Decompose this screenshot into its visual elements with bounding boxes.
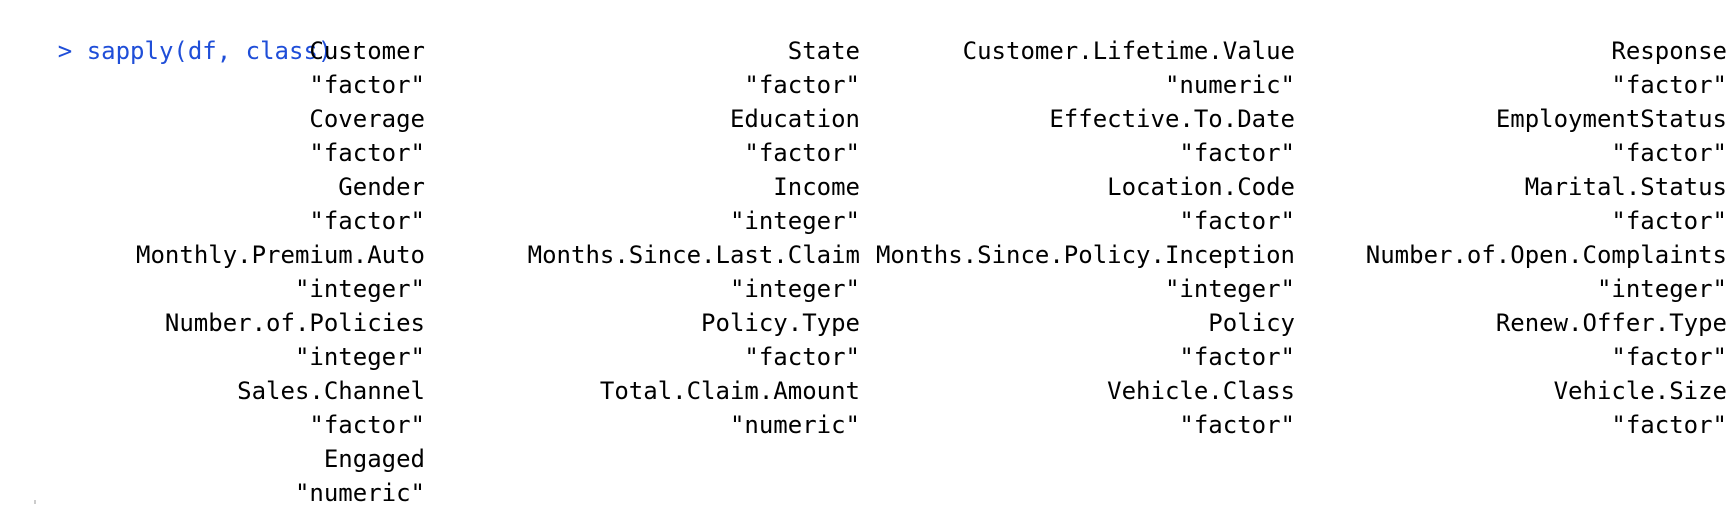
column-name: Vehicle.Class: [1107, 377, 1295, 405]
output-names-line: Customer State Customer.Lifetime.Value Resp…: [0, 34, 1736, 68]
output-types-line: "factor" "factor" "numeric" "factor": [0, 68, 1736, 102]
column-class: "integer": [729, 275, 860, 303]
output-names-line: Number.of.Policies Policy.Type Policy Renew…: [0, 306, 1736, 340]
column-class: "factor": [744, 71, 860, 99]
column-class: "numeric": [729, 411, 860, 439]
column-class: "factor": [744, 139, 860, 167]
column-name: Renew.Offer.Type: [1495, 309, 1727, 337]
column-class: "factor": [309, 71, 425, 99]
column-class: "integer": [1164, 275, 1295, 303]
column-class: "integer": [294, 275, 425, 303]
column-class: "factor": [1179, 207, 1295, 235]
column-name: EmploymentStatus: [1495, 105, 1727, 133]
column-class: "factor": [1179, 343, 1295, 371]
output-names-line: Sales.Channel Total.Claim.Amount Vehicle.C…: [0, 374, 1736, 408]
column-class: "factor": [1611, 411, 1727, 439]
output-types-line: "factor" "numeric" "factor" "factor": [0, 408, 1736, 442]
output-types-line: "numeric": [0, 476, 1736, 510]
command-text: sapply(df, class): [86, 37, 333, 65]
output-names-line: Coverage Education Effective.To.Date Employ…: [0, 102, 1736, 136]
column-name: Policy.Type: [701, 309, 860, 337]
column-name: Effective.To.Date: [1049, 105, 1295, 133]
output-names-line: Monthly.Premium.Auto Months.Since.Last.Cl…: [0, 238, 1736, 272]
column-name: Education: [729, 105, 860, 133]
output-types-line: "factor" "factor" "factor" "factor": [0, 136, 1736, 170]
column-name: Customer: [309, 37, 425, 65]
column-name: Income: [773, 173, 860, 201]
output-types-line: "factor" "integer" "factor" "factor": [0, 204, 1736, 238]
column-name: Sales.Channel: [237, 377, 425, 405]
column-name: Months.Since.Last.Claim: [527, 241, 860, 269]
column-name: Number.of.Open.Complaints: [1365, 241, 1727, 269]
prompt-symbol: >: [57, 37, 73, 65]
column-class: "numeric": [1164, 71, 1295, 99]
column-name: Location.Code: [1107, 173, 1295, 201]
text-cursor: [34, 500, 36, 504]
column-class: "factor": [309, 207, 425, 235]
column-name: Number.of.Policies: [164, 309, 425, 337]
column-name: Monthly.Premium.Auto: [136, 241, 425, 269]
column-class: "factor": [1611, 71, 1727, 99]
column-class: "integer": [729, 207, 860, 235]
column-name: Gender: [338, 173, 425, 201]
column-name: Response: [1611, 37, 1727, 65]
output-names-line: Gender Income Location.Code Marital.Status: [0, 170, 1736, 204]
column-class: "integer": [1596, 275, 1727, 303]
column-name: Coverage: [309, 105, 425, 133]
column-name: State: [787, 37, 860, 65]
column-name: Marital.Status: [1524, 173, 1727, 201]
column-class: "factor": [1611, 343, 1727, 371]
output-types-line: "integer" "integer" "integer" "integer": [0, 272, 1736, 306]
column-name: Policy: [1208, 309, 1295, 337]
column-name: Vehicle.Size: [1553, 377, 1727, 405]
column-class: "factor": [744, 343, 860, 371]
column-name: Total.Claim.Amount: [599, 377, 860, 405]
column-class: "numeric": [294, 479, 425, 507]
column-class: "factor": [1179, 411, 1295, 439]
column-name: Customer.Lifetime.Value: [962, 37, 1295, 65]
column-class: "factor": [309, 139, 425, 167]
column-class: "factor": [1611, 139, 1727, 167]
output-names-line: Engaged: [0, 442, 1736, 476]
output-types-line: "integer" "factor" "factor" "factor": [0, 340, 1736, 374]
column-name: Months.Since.Policy.Inception: [875, 241, 1295, 269]
column-name: Engaged: [323, 445, 425, 473]
column-class: "integer": [294, 343, 425, 371]
column-class: "factor": [1611, 207, 1727, 235]
command-line: > sapply(df, class): [0, 0, 333, 65]
column-class: "factor": [309, 411, 425, 439]
column-class: "factor": [1179, 139, 1295, 167]
